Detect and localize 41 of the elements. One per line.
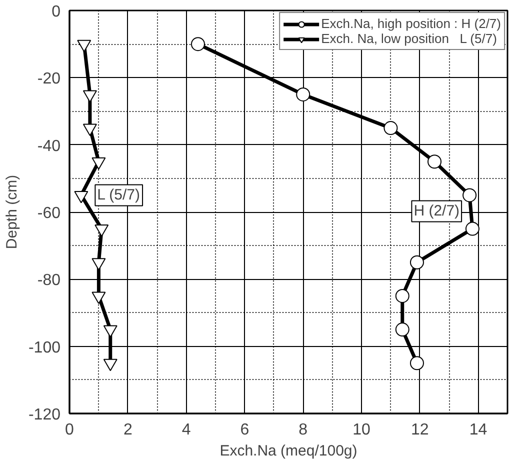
y-tick-label: -20 (37, 70, 61, 88)
annotation: L (5/7) (97, 186, 140, 204)
point (395, 322, 410, 337)
point (103, 325, 118, 338)
x-tick-label: 8 (298, 422, 308, 438)
point (77, 40, 92, 52)
point (82, 124, 97, 136)
legend-label: Exch. Na, low position L (5/7) (321, 31, 497, 46)
point (92, 292, 106, 304)
point (428, 154, 442, 169)
point (94, 224, 109, 237)
point (410, 255, 424, 270)
y-tick-label: -40 (37, 138, 61, 155)
point (92, 258, 106, 270)
point (395, 288, 410, 303)
point (384, 121, 398, 136)
legend-label: Exch.Na, high position : H (2/7) (321, 16, 501, 31)
x-tick-label: 14 (469, 422, 488, 438)
x-tick-label: 0 (65, 422, 74, 438)
point (190, 37, 205, 52)
point (410, 356, 424, 370)
y-tick-label: -100 (28, 339, 61, 356)
y-tick-label: -60 (37, 205, 61, 222)
x-tick-label: 6 (240, 422, 250, 438)
x-tick-label: 10 (352, 422, 370, 438)
y-tick-label: -120 (28, 406, 61, 424)
point (74, 190, 88, 204)
x-tick-label: 4 (182, 422, 191, 438)
y-tick-label: 0 (52, 4, 61, 20)
y-axis-title: Depth (cm) (3, 174, 20, 250)
point (103, 358, 118, 372)
y-tick-label: -80 (37, 272, 61, 290)
point (82, 90, 97, 102)
x-axis-title: Exch.Na (meq/100g) (220, 442, 358, 460)
x-tick-label: 12 (411, 422, 429, 438)
annotation: H (2/7) (414, 202, 460, 220)
point (462, 188, 477, 202)
point (92, 157, 106, 170)
point (465, 222, 480, 236)
x-tick-label: 2 (123, 422, 132, 438)
point (296, 87, 310, 102)
